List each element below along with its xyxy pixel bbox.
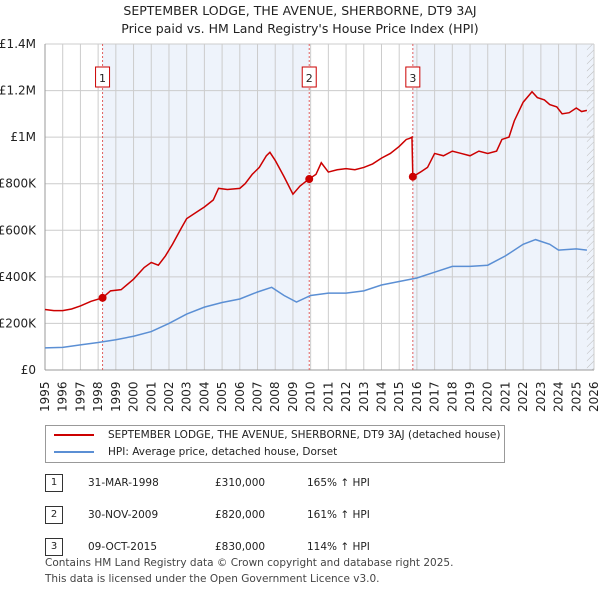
- x-tick-label: 2000: [127, 381, 141, 412]
- shaded-period-3: [412, 44, 594, 370]
- x-tick-label: 2012: [339, 381, 353, 412]
- y-tick-label: £600K: [0, 223, 37, 237]
- x-tick-label: 2007: [251, 381, 265, 412]
- y-tick-label: £1.2M: [0, 84, 36, 98]
- chart-title: SEPTEMBER LODGE, THE AVENUE, SHERBORNE, …: [123, 3, 477, 18]
- x-tick-label: 2025: [569, 381, 583, 412]
- sale-row: 3 09-OCT-2015 £830,000 114% ↑ HPI: [45, 537, 445, 557]
- y-tick-label: £0: [21, 363, 36, 377]
- sale-marker-box: [405, 66, 421, 88]
- sale-marker-label: 2: [306, 72, 313, 85]
- x-tick-label: 2011: [321, 381, 335, 412]
- sale-number: 1: [45, 474, 63, 492]
- sale-marker-box: [95, 66, 111, 88]
- y-tick-label: £800K: [0, 177, 37, 191]
- x-tick-label: 1999: [109, 381, 123, 412]
- sale-marker-box: [301, 66, 317, 88]
- x-tick-label: 2008: [268, 381, 282, 412]
- property-price-line: [44, 90, 588, 312]
- x-tick-label: 2009: [286, 381, 300, 412]
- x-tick-label: 2015: [392, 381, 406, 412]
- legend-red-line: [54, 434, 94, 436]
- x-tick-label: 2002: [162, 381, 176, 412]
- legend-blue-line: [54, 451, 94, 453]
- forecast-hatch: [586, 44, 594, 370]
- x-tick-label: 2023: [534, 381, 548, 412]
- x-tick-label: 2005: [215, 381, 229, 412]
- sale-price: £830,000: [215, 541, 266, 553]
- x-tick-label: 2006: [233, 381, 247, 412]
- x-tick-label: 2021: [498, 381, 512, 412]
- x-tick-label: 2004: [197, 381, 211, 412]
- x-tick-label: 2010: [304, 381, 318, 412]
- x-tick-label: 1998: [91, 381, 105, 412]
- sale-price: £820,000: [215, 509, 266, 521]
- legend-property: SEPTEMBER LODGE, THE AVENUE, SHERBORNE, …: [108, 429, 501, 441]
- chart-subtitle: Price paid vs. HM Land Registry's House …: [121, 21, 479, 36]
- y-tick-label: £400K: [0, 270, 37, 284]
- x-tick-label: 2014: [374, 381, 388, 412]
- x-tick-label: 2016: [410, 381, 424, 412]
- x-tick-label: 2013: [357, 381, 371, 412]
- x-tick-label: 2019: [463, 381, 477, 412]
- sale-point: [98, 293, 107, 302]
- sale-hpi-change: 165% ↑ HPI: [307, 477, 370, 489]
- x-tick-label: 1995: [38, 381, 52, 412]
- sale-number: 3: [45, 538, 63, 556]
- sale-date: 30-NOV-2009: [88, 509, 159, 521]
- x-tick-label: 2018: [445, 381, 459, 412]
- x-tick-label: 2020: [481, 381, 495, 412]
- sale-hpi-change: 161% ↑ HPI: [307, 509, 370, 521]
- sale-hpi-change: 114% ↑ HPI: [307, 541, 370, 553]
- sale-marker-label: 1: [99, 72, 106, 85]
- footer-copyright: Contains HM Land Registry data © Crown c…: [45, 557, 454, 569]
- hpi-line: [44, 238, 587, 349]
- price-chart: 1995 1996 1997 1998 1999 2000 2001 2002 2003 2004…: [0, 37, 600, 412]
- legend: SEPTEMBER LODGE, THE AVENUE, SHERBORNE, …: [45, 425, 505, 463]
- sale-point: [408, 172, 417, 181]
- x-tick-label: 2024: [552, 381, 566, 412]
- x-tick-label: 1996: [56, 381, 70, 412]
- y-tick-label: £1.4M: [0, 37, 36, 51]
- x-tick-label: 2017: [428, 381, 442, 412]
- sale-marker-label: 3: [409, 72, 416, 85]
- y-tick-label: £1M: [10, 130, 36, 144]
- sale-row: 1 31-MAR-1998 £310,000 165% ↑ HPI: [45, 473, 445, 493]
- sale-point: [305, 175, 314, 184]
- sale-date: 09-OCT-2015: [88, 541, 157, 553]
- x-tick-label: 2003: [180, 381, 194, 412]
- sale-row: 2 30-NOV-2009 £820,000 161% ↑ HPI: [45, 505, 445, 525]
- x-tick-label: 2001: [144, 381, 158, 412]
- x-tick-label: 2022: [516, 381, 530, 412]
- x-tick-label: 2026: [587, 381, 600, 412]
- sale-number: 2: [45, 506, 63, 524]
- legend-hpi: HPI: Average price, detached house, Dors…: [108, 446, 338, 458]
- sale-price: £310,000: [215, 477, 266, 489]
- footer-license: This data is licensed under the Open Gov…: [45, 573, 380, 585]
- x-tick-label: 1997: [73, 381, 87, 412]
- sale-date: 31-MAR-1998: [88, 477, 159, 489]
- y-tick-label: £200K: [0, 316, 37, 330]
